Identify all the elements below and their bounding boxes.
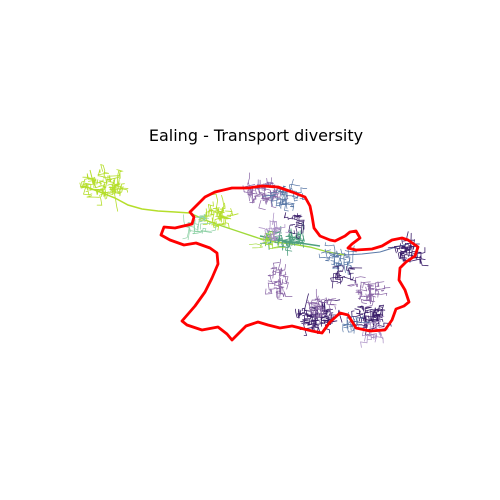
cluster-north-purple-streets [283, 212, 305, 239]
borough-boundary [159, 184, 420, 342]
cluster-south-1-light [306, 288, 337, 318]
cluster-south-1-light-streets [306, 288, 337, 318]
cluster-east-mauve [347, 276, 391, 308]
cluster-west-b-streets [182, 214, 217, 241]
cluster-south-mid [265, 258, 293, 300]
corridor-west [83, 185, 191, 214]
cluster-south-2 [349, 304, 392, 336]
cluster-north-dark-streets [262, 178, 308, 212]
cluster-west-b [182, 214, 217, 241]
cluster-south-2-streets [349, 304, 392, 336]
cluster-east-purple [330, 265, 363, 289]
cluster-south-1 [295, 293, 343, 336]
transport-network [79, 164, 429, 348]
cluster-central-light [248, 231, 286, 249]
cluster-north-dark [262, 178, 308, 212]
map-title: Ealing - Transport diversity [148, 126, 364, 145]
cluster-north-purple [283, 212, 305, 239]
cluster-east-slate [318, 242, 357, 275]
cluster-east-mauve-streets [347, 276, 391, 308]
cluster-west-a [198, 193, 239, 231]
cluster-east-slate-streets [318, 242, 357, 275]
cluster-west-a-streets [198, 193, 239, 231]
cluster-northeast-1 [258, 212, 292, 242]
cluster-northeast-1-streets [258, 212, 292, 242]
cluster-far-west [79, 164, 129, 212]
cluster-far-east [387, 231, 429, 267]
cluster-central-light-streets [248, 231, 286, 249]
cluster-far-west-streets [79, 164, 129, 212]
cluster-east-purple-streets [330, 265, 363, 289]
cluster-south-1-streets [295, 293, 343, 336]
cluster-far-east-streets [387, 231, 429, 267]
cluster-south-mid-streets [265, 258, 293, 300]
